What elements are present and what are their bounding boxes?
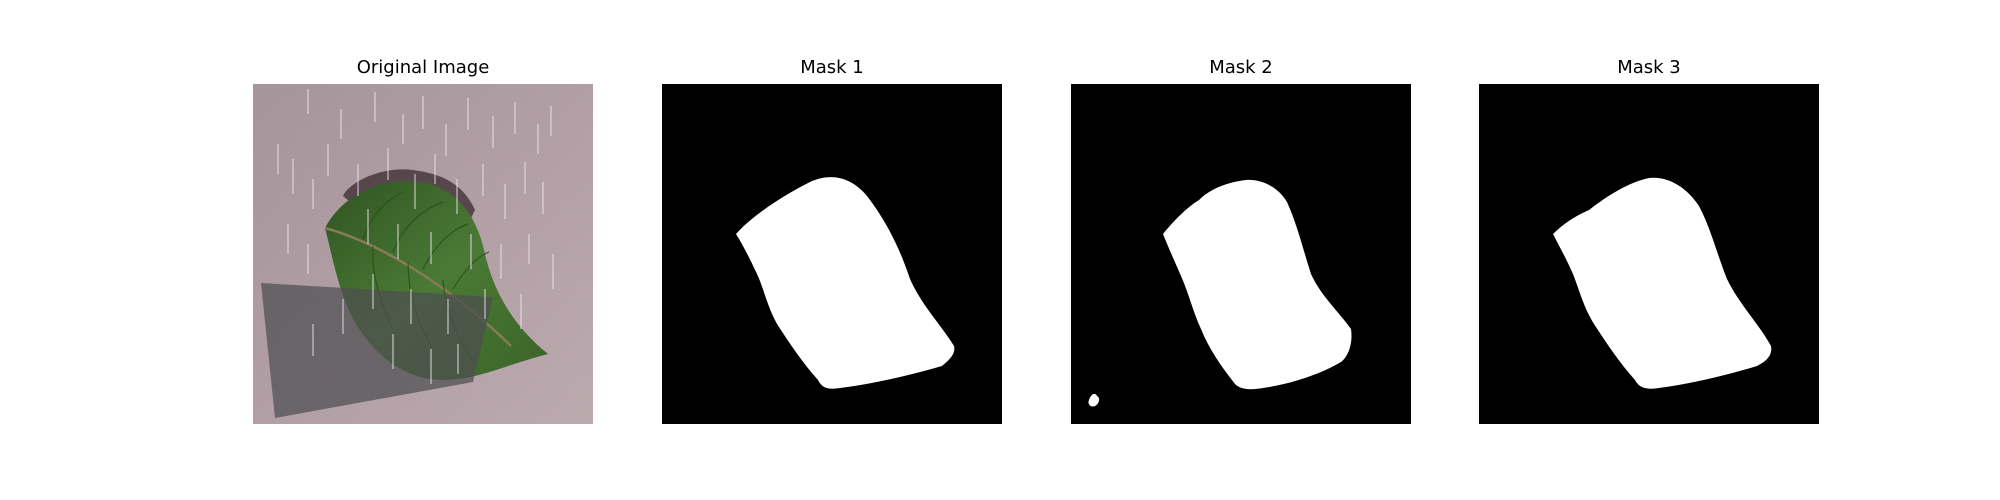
panel-mask-3: Mask 3: [1479, 56, 1819, 426]
rain-streaks: [277, 89, 554, 384]
panel-mask-2: Mask 2: [1071, 56, 1411, 426]
panel-title-mask-1: Mask 1: [800, 57, 864, 78]
mask-3-region: [1553, 177, 1772, 389]
mask-2-region: [1163, 179, 1352, 390]
leaf-midrib: [324, 226, 512, 347]
shadow-overlay: [261, 283, 493, 418]
panel-original-image: Original Image: [253, 56, 593, 426]
mask-2-speck: [1088, 393, 1100, 407]
panel-mask-1: Mask 1: [662, 56, 1002, 426]
mask-1-region: [736, 177, 955, 389]
panel-title-original: Original Image: [356, 57, 490, 78]
mask-1-image: [662, 84, 1002, 424]
panel-title-mask-3: Mask 3: [1617, 57, 1681, 78]
mask-2-image: [1071, 84, 1411, 424]
mask-3-image: [1479, 84, 1819, 424]
original-leaf-photo: [253, 84, 593, 424]
panel-title-mask-2: Mask 2: [1209, 57, 1273, 78]
